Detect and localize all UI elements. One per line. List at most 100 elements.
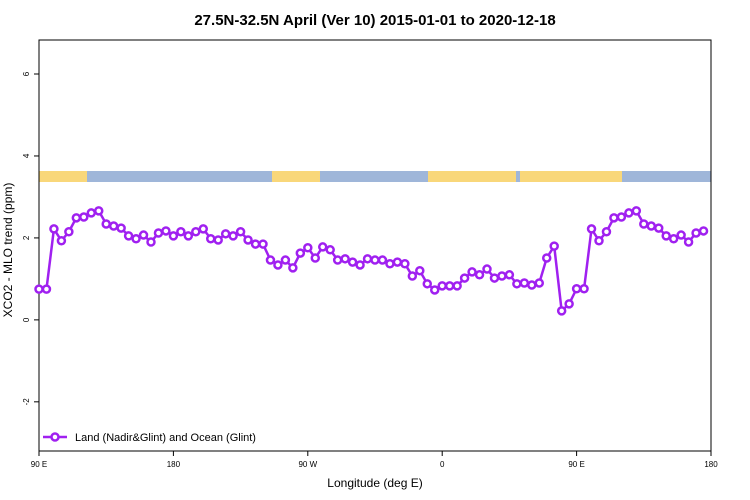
data-point <box>616 212 627 222</box>
data-point <box>482 264 492 274</box>
data-point <box>101 219 111 229</box>
data-point <box>41 284 52 294</box>
data-point <box>429 285 440 295</box>
data-point <box>661 231 671 241</box>
x-tick-label: 90 E <box>568 460 584 469</box>
data-point <box>571 283 582 294</box>
data-point <box>474 270 485 280</box>
data-point <box>452 281 462 291</box>
data-point <box>228 231 238 241</box>
y-axis-label: XCO2 - MLO trend (ppm) <box>1 183 15 318</box>
x-tick-label: 0 <box>440 460 445 469</box>
data-point <box>176 227 186 237</box>
chart-title: 27.5N-32.5N April (Ver 10) 2015-01-01 to… <box>194 12 555 29</box>
data-point <box>549 241 559 251</box>
data-point <box>698 226 709 236</box>
data-point <box>668 233 679 244</box>
y-tick-label: 2 <box>22 235 31 240</box>
data-point <box>138 230 149 240</box>
data-point <box>489 273 500 283</box>
land-ocean-strip <box>39 171 711 182</box>
data-point <box>347 257 358 267</box>
y-tick-label: -2 <box>22 398 31 406</box>
data-point <box>512 279 522 289</box>
data-point <box>123 231 134 241</box>
data-point <box>325 245 335 255</box>
data-point <box>683 237 694 247</box>
data-point <box>273 260 283 270</box>
data-point <box>303 243 313 253</box>
data-point <box>131 233 141 244</box>
y-tick-label: 4 <box>22 153 31 158</box>
data-point <box>198 224 209 234</box>
y-tick-label: 0 <box>22 317 31 322</box>
data-point <box>49 224 59 234</box>
data-point <box>205 233 216 244</box>
x-tick-label: 90 W <box>298 460 317 469</box>
data-point <box>153 228 164 238</box>
data-point <box>362 254 373 264</box>
data-point <box>579 283 589 294</box>
data-point <box>467 267 477 277</box>
data-point <box>64 227 74 237</box>
legend-marker <box>50 432 60 442</box>
data-point <box>56 236 67 246</box>
y-tick-label: 6 <box>22 71 31 76</box>
data-point <box>653 223 664 233</box>
data-point <box>235 227 246 237</box>
data-point <box>564 299 574 309</box>
data-point <box>317 242 328 252</box>
data-point <box>71 213 82 223</box>
data-point <box>601 227 612 237</box>
data-point <box>250 239 261 249</box>
data-point <box>646 221 657 231</box>
data-point <box>444 281 455 291</box>
data-point <box>213 235 223 245</box>
data-point <box>541 253 552 263</box>
data-point <box>258 239 268 249</box>
data-point <box>624 208 634 218</box>
data-point <box>191 227 201 237</box>
data-point <box>594 236 604 246</box>
data-point <box>93 206 104 216</box>
plot-frame <box>38 39 712 452</box>
data-point <box>332 255 343 265</box>
x-tick-label: 180 <box>704 460 718 469</box>
data-point <box>609 213 619 223</box>
data-point <box>459 273 470 283</box>
data-point <box>34 284 44 294</box>
x-axis-label: Longitude (deg E) <box>327 476 422 490</box>
data-point <box>288 263 298 273</box>
data-point <box>437 281 447 291</box>
data-point <box>676 230 686 240</box>
data-point <box>183 231 194 241</box>
data-point <box>79 212 89 222</box>
data-point <box>527 280 537 290</box>
data-point <box>280 255 291 265</box>
data-point <box>108 221 119 231</box>
data-point <box>415 265 425 276</box>
data-point <box>519 278 530 288</box>
data-point <box>691 228 701 238</box>
legend-label: Land (Nadir&Glint) and Ocean (Glint) <box>75 432 256 444</box>
data-point <box>243 235 253 245</box>
data-point <box>310 253 321 263</box>
data-point <box>377 255 388 265</box>
data-point <box>86 208 97 218</box>
data-point <box>265 255 276 265</box>
data-point <box>161 226 171 236</box>
data-point <box>497 271 507 281</box>
data-point <box>400 258 410 269</box>
data-point <box>295 248 306 258</box>
data-point <box>220 229 231 239</box>
x-tick-label: 180 <box>167 460 181 469</box>
data-point <box>116 223 126 233</box>
data-point <box>385 258 395 269</box>
data-point <box>631 206 642 216</box>
x-tick-label: 90 E <box>31 460 47 469</box>
data-point <box>422 279 433 289</box>
data-point <box>534 278 545 288</box>
data-point <box>504 270 515 280</box>
data-point <box>355 260 365 270</box>
